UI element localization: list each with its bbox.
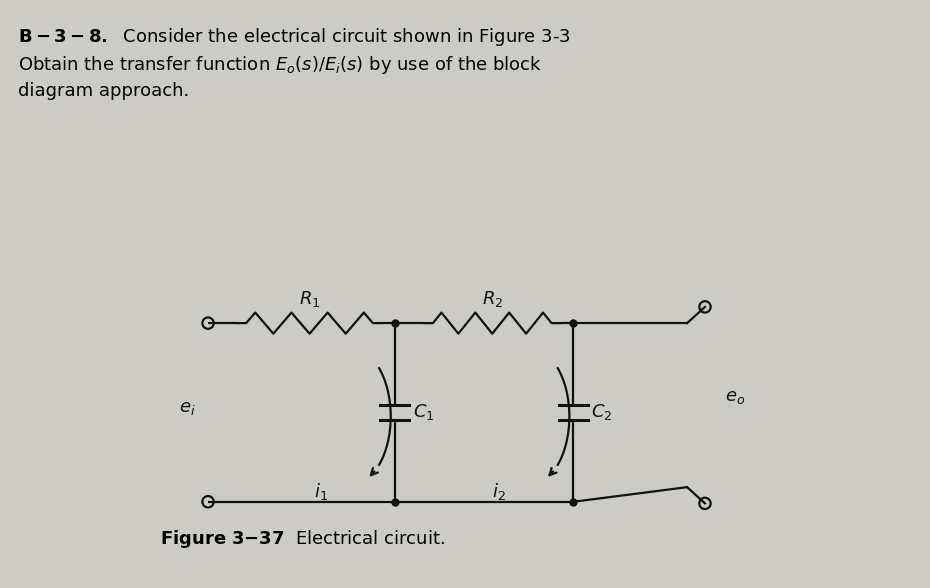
Text: $e_i$: $e_i$ [179, 399, 196, 417]
Text: $C_2$: $C_2$ [591, 402, 613, 422]
Text: $i_1$: $i_1$ [313, 482, 327, 503]
Text: $R_2$: $R_2$ [482, 289, 503, 309]
Text: Obtain the transfer function $E_o(s)/E_i(s)$ by use of the block: Obtain the transfer function $E_o(s)/E_i… [18, 54, 542, 76]
Text: $e_o$: $e_o$ [725, 388, 746, 406]
Text: $C_1$: $C_1$ [413, 402, 434, 422]
Text: $\bf{B-3-8.}$  Consider the electrical circuit shown in Figure 3-3: $\bf{B-3-8.}$ Consider the electrical ci… [18, 26, 571, 48]
Text: $\bf{Figure\ 3{-}37}$  Electrical circuit.: $\bf{Figure\ 3{-}37}$ Electrical circuit… [160, 528, 445, 550]
Text: diagram approach.: diagram approach. [18, 82, 189, 100]
Text: $i_2$: $i_2$ [492, 482, 506, 503]
Text: $R_1$: $R_1$ [299, 289, 320, 309]
